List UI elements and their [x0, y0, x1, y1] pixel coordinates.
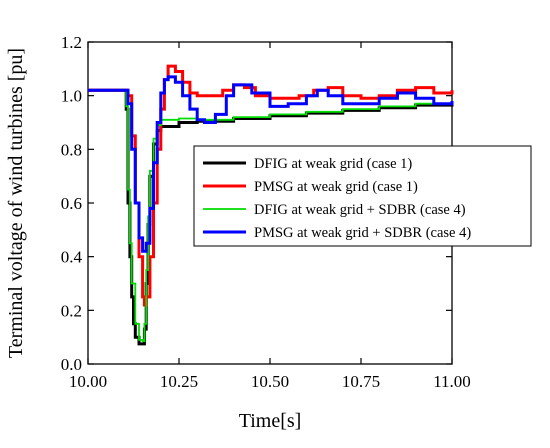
- legend: DFIG at weak grid (case 1) PMSG at weak g…: [193, 145, 532, 247]
- series-line-4: [88, 75, 454, 253]
- x-tick-label: 10.50: [251, 372, 289, 391]
- legend-label-4: PMSG at weak grid + SDBR (case 4): [254, 225, 471, 241]
- x-axis-label: Time[s]: [239, 410, 302, 432]
- legend-label-3: DFIG at weak grid + SDBR (case 4): [254, 202, 466, 218]
- y-tick-label: 1.0: [61, 87, 82, 106]
- series-group: [88, 64, 454, 346]
- series-line-2: [88, 64, 454, 307]
- y-tick-label: 0.0: [61, 355, 82, 374]
- ticks-group: 0.0 0.2 0.4 0.6 0.8 1.0 1.2 10.00 10.25 10.50 10.7…: [61, 33, 471, 391]
- y-tick-label: 0.4: [61, 248, 83, 267]
- x-tick-label: 10.25: [160, 372, 198, 391]
- series-line-3: [88, 89, 453, 343]
- x-tick-label: 11.00: [433, 372, 471, 391]
- x-tick-label: 10.00: [69, 372, 107, 391]
- legend-label-2: PMSG at weak grid (case 1): [254, 179, 418, 195]
- y-tick-label: 0.2: [61, 301, 82, 320]
- y-tick-label: 0.8: [61, 140, 82, 159]
- legend-label-1: DFIG at weak grid (case 1): [254, 156, 412, 172]
- x-tick-label: 10.75: [342, 372, 380, 391]
- y-tick-label: 1.2: [61, 33, 82, 52]
- y-tick-label: 0.6: [61, 194, 82, 213]
- y-axis-label: Terminal voltage of wind turbines [pu]: [5, 48, 27, 358]
- legend-box: [193, 145, 532, 247]
